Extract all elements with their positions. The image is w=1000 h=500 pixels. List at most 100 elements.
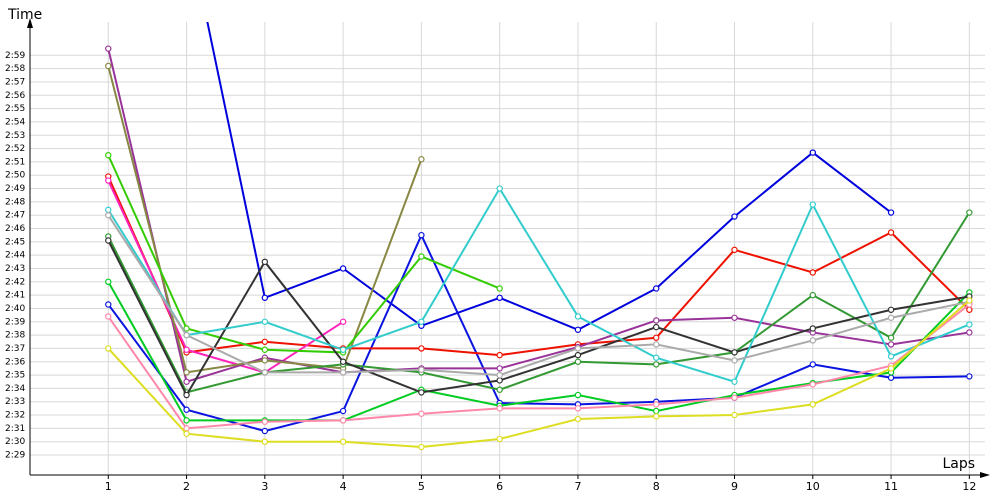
y-tick-label: 2:34 [5,384,25,394]
point [183,378,190,385]
point [496,351,503,359]
x-tick-label: 4 [340,480,347,493]
point [887,353,895,360]
point [105,237,112,244]
point [183,325,190,332]
y-tick-label: 2:29 [5,451,25,461]
point [261,318,269,325]
point [418,389,425,396]
point [183,391,190,399]
point [574,405,582,412]
point [653,407,660,415]
point [809,325,816,332]
point [105,206,112,214]
ticks: 2:29 2:30 2:31 2:32 2:33 2:34 2:35 2:36 2:37 2:38… [5,51,976,493]
point [574,313,582,320]
point [731,394,738,401]
point [183,430,190,437]
point [887,306,895,313]
point [966,329,973,336]
y-tick-label: 2:37 [5,344,25,354]
point [809,269,816,276]
y-tick-label: 2:38 [5,331,25,341]
series-line [107,154,501,354]
y-tick-label: 2:32 [5,411,25,421]
point [966,297,973,304]
point [966,373,973,380]
point [574,391,582,399]
point [887,341,895,348]
point [809,149,816,156]
point [574,358,582,365]
point [496,294,503,301]
x-tick-label: 7 [574,480,581,493]
point [183,369,190,376]
point [887,365,895,372]
point [966,306,973,313]
x-tick-label: 5 [418,480,425,493]
y-tick-label: 2:53 [5,131,25,141]
point [418,443,425,451]
point [887,229,895,236]
series-line [107,303,970,430]
point [653,354,660,361]
series-line [107,180,344,374]
x-tick-label: 8 [653,480,660,493]
y-tick-label: 2:40 [5,304,25,314]
point [966,209,973,216]
y-tick-label: 2:47 [5,211,25,221]
point [574,351,582,359]
point [653,401,660,408]
point [418,318,425,325]
point [339,438,347,445]
point [496,377,503,384]
point [418,410,425,417]
point [574,415,582,423]
point [261,346,269,353]
point [105,45,112,52]
point [731,349,738,356]
y-tick-label: 2:44 [5,251,25,261]
x-axis-label: Laps [942,456,975,472]
series-line [206,22,892,331]
point [653,334,660,341]
x-tick-label: 10 [806,480,820,493]
point [261,427,269,435]
y-arrow [27,18,33,28]
point [183,425,190,432]
series [105,22,973,451]
y-tick-label: 2:31 [5,424,25,434]
point [105,62,112,70]
point [105,278,112,286]
point [809,337,816,344]
x-tick-label: 3 [261,480,268,493]
x-tick-label: 11 [884,480,898,493]
y-tick-label: 2:58 [5,64,25,74]
point [183,417,190,424]
point [653,413,660,420]
point [418,156,425,163]
point [339,358,347,365]
point [418,231,425,239]
point [339,265,347,272]
point [418,345,425,352]
point [887,334,895,341]
point [731,411,738,419]
point [339,407,347,415]
y-tick-label: 2:52 [5,144,25,154]
point [418,253,425,260]
point [653,341,660,348]
point [731,314,738,321]
series-line [107,240,970,398]
point [574,345,582,352]
series-line [107,214,970,377]
point [653,285,660,292]
x-tick-label: 1 [105,480,112,493]
point [339,417,347,424]
series-line [107,211,971,394]
series-line [107,281,971,422]
y-tick-label: 2:33 [5,397,25,407]
point [261,357,269,364]
x-arrow [980,472,990,478]
